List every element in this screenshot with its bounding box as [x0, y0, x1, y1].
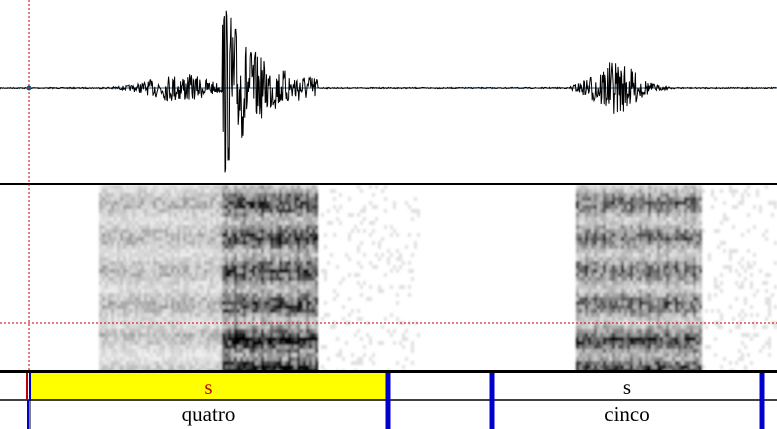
waveform-svg[interactable] [0, 0, 777, 185]
waveform-trace [0, 10, 777, 173]
time-cursor-overlay [28, 0, 30, 372]
selected-interval-highlight [30, 373, 387, 400]
textgrid-tiers[interactable]: s s quatro cinco [0, 372, 777, 429]
spectrogram-panel[interactable] [0, 185, 777, 372]
spectrogram-image [99, 185, 777, 372]
spectrogram-svg[interactable] [0, 185, 777, 372]
tier2-interval-label[interactable]: quatro [181, 402, 236, 426]
tier2-interval-label[interactable]: cinco [604, 402, 650, 426]
tier1-interval-label[interactable]: s [622, 375, 632, 399]
waveform-panel[interactable] [0, 0, 777, 185]
tiers-frame [0, 372, 777, 429]
tier1-interval-label[interactable]: s [204, 375, 213, 399]
